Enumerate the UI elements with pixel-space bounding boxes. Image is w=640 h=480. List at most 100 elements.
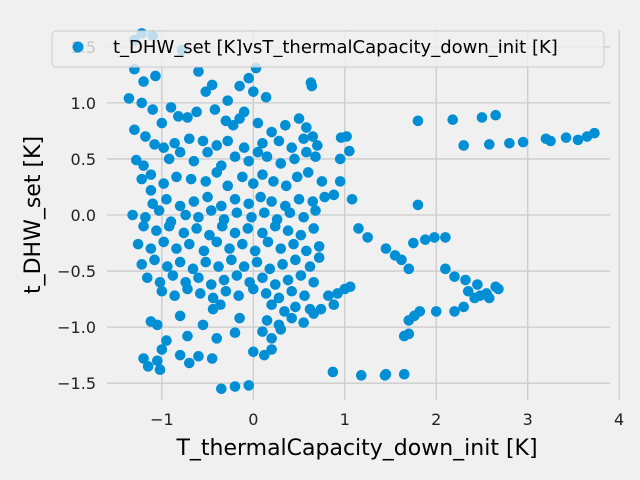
data-point <box>560 132 572 143</box>
data-point <box>182 112 193 123</box>
data-point <box>257 272 268 284</box>
data-point <box>238 142 250 154</box>
data-point <box>261 315 273 326</box>
data-point <box>154 276 166 288</box>
data-point <box>165 102 177 113</box>
data-point <box>261 151 273 162</box>
data-point <box>257 326 268 337</box>
data-point <box>197 135 209 147</box>
data-point <box>171 243 182 254</box>
data-point <box>215 299 226 310</box>
data-point <box>268 176 279 187</box>
data-point <box>346 194 358 205</box>
data-point <box>249 245 261 257</box>
data-point <box>200 176 212 187</box>
data-point <box>222 95 234 106</box>
data-point <box>229 327 241 339</box>
data-point <box>229 194 241 205</box>
data-point <box>151 225 162 236</box>
data-point <box>319 191 330 203</box>
data-point <box>174 200 186 212</box>
data-point <box>257 227 268 239</box>
data-point <box>396 254 407 266</box>
data-point <box>158 178 170 189</box>
data-point <box>304 261 316 272</box>
data-point <box>293 113 305 124</box>
data-point <box>147 104 159 115</box>
data-points <box>123 28 600 395</box>
data-point <box>161 335 172 346</box>
data-point <box>266 344 277 355</box>
data-point <box>140 211 151 223</box>
data-point <box>328 189 340 201</box>
data-point <box>312 140 323 151</box>
data-point <box>275 243 287 254</box>
data-point <box>460 274 471 286</box>
data-point <box>262 236 274 248</box>
x-tick-label: 2 <box>431 410 441 429</box>
data-point <box>279 306 290 317</box>
data-point <box>193 272 204 284</box>
data-point <box>243 72 255 84</box>
data-point <box>188 155 200 167</box>
data-point <box>145 243 157 254</box>
data-point <box>449 306 460 317</box>
data-point <box>476 112 488 123</box>
data-point <box>252 146 264 158</box>
data-point <box>284 207 296 219</box>
data-point <box>127 209 138 221</box>
data-point <box>204 229 215 241</box>
x-tick-label: 3 <box>523 410 533 429</box>
data-point <box>194 288 206 299</box>
data-point <box>211 236 223 248</box>
data-point <box>205 279 217 290</box>
legend-box <box>51 30 605 68</box>
data-point <box>277 259 288 270</box>
data-point <box>341 131 352 142</box>
data-point <box>156 344 168 355</box>
data-point <box>233 290 244 302</box>
data-point <box>293 194 305 205</box>
data-point <box>260 288 272 299</box>
data-point <box>188 196 200 207</box>
data-point <box>412 199 424 211</box>
data-point <box>138 76 149 87</box>
data-point <box>490 109 501 121</box>
data-point <box>310 205 321 216</box>
data-point <box>362 232 373 243</box>
data-point <box>163 153 175 165</box>
data-point <box>266 126 277 138</box>
data-point <box>174 146 186 158</box>
data-point <box>174 349 186 361</box>
data-point <box>408 237 419 249</box>
data-point <box>589 127 600 139</box>
data-point <box>207 292 219 304</box>
data-point <box>243 380 255 391</box>
y-axis-label: t_DHW_set [K] <box>21 136 46 294</box>
data-point <box>193 350 204 362</box>
data-point <box>216 383 227 395</box>
x-tick-labels: −1 0 1 2 3 4 <box>150 410 624 429</box>
data-point <box>504 137 515 149</box>
data-point <box>243 155 255 167</box>
data-point <box>123 93 135 104</box>
data-point <box>248 283 259 295</box>
data-point <box>298 133 309 145</box>
y-tick-label: 0.0 <box>71 206 96 225</box>
data-point <box>493 283 504 295</box>
data-point <box>517 136 529 148</box>
data-point <box>398 368 410 380</box>
data-point <box>301 245 312 257</box>
data-point <box>275 158 287 169</box>
data-point <box>234 80 245 92</box>
data-point <box>184 357 195 369</box>
data-point <box>380 243 392 254</box>
data-point <box>251 256 263 268</box>
data-point <box>248 86 259 97</box>
data-point <box>147 198 159 210</box>
data-point <box>129 124 140 136</box>
data-point <box>132 238 144 250</box>
data-point <box>259 349 270 361</box>
data-point <box>440 263 451 275</box>
